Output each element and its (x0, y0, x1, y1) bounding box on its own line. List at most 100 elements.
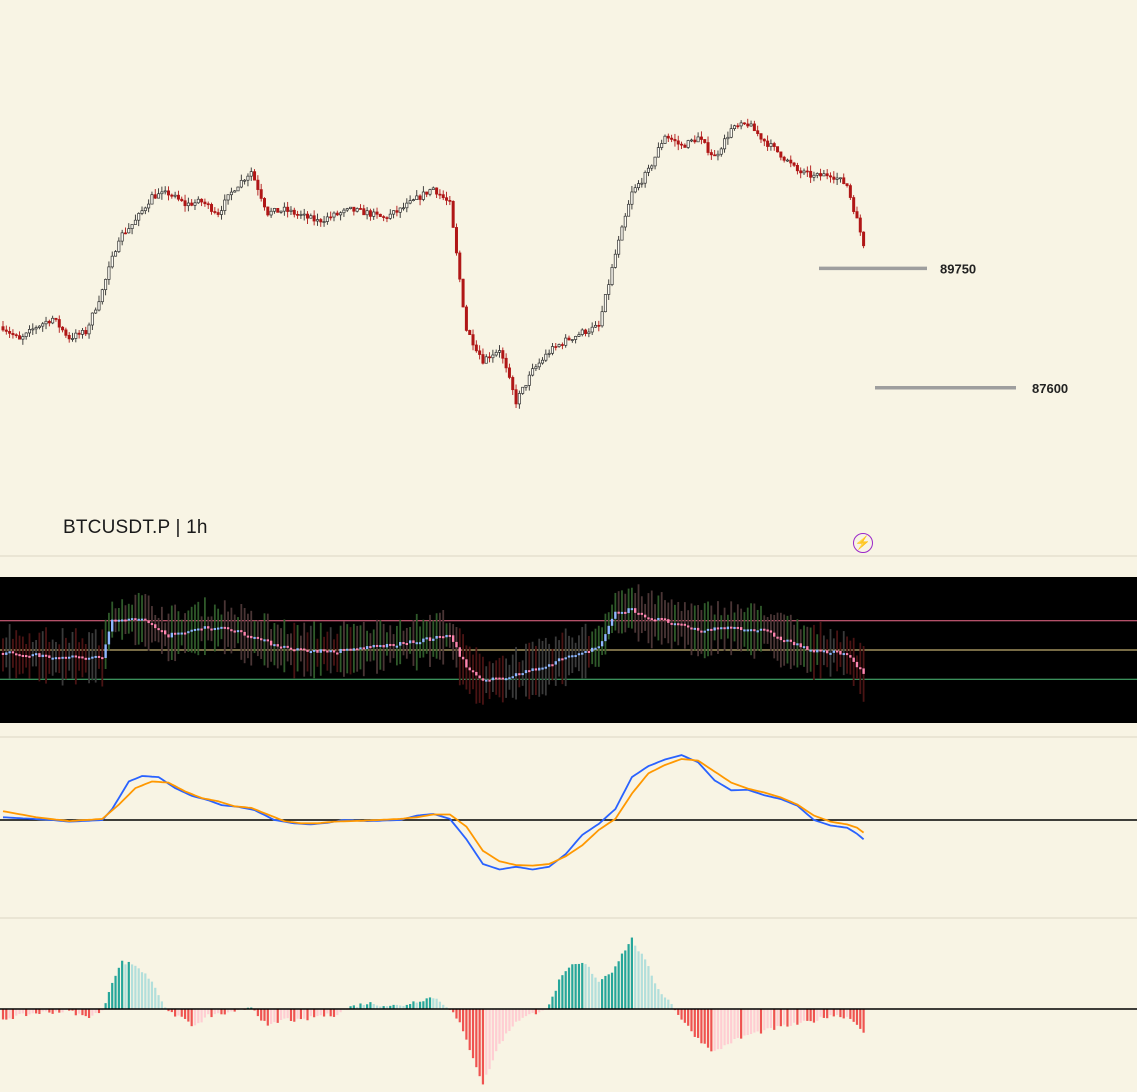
price-candle (706, 136, 710, 156)
candle-body (769, 143, 773, 147)
oscillator-candle (789, 639, 792, 642)
price-candle (723, 134, 727, 153)
price-candle (173, 191, 177, 199)
histogram-bar (624, 950, 627, 1009)
histogram-bar (87, 1009, 91, 1018)
candle-body (150, 194, 154, 205)
candle-body (226, 194, 230, 201)
histogram-bar (140, 972, 144, 1009)
price-candle (67, 332, 71, 343)
candle-body (805, 170, 809, 173)
histogram-bar (266, 1009, 269, 1026)
histogram-bar (213, 1009, 216, 1015)
candle-body (292, 209, 296, 215)
price-candle (143, 206, 147, 215)
oscillator-candle (594, 647, 597, 650)
histogram-bar (289, 1009, 293, 1021)
price-candle (130, 224, 134, 235)
oscillator-candle (395, 645, 399, 648)
histogram-bar (61, 1009, 64, 1013)
candle-body (451, 201, 455, 228)
oscillator-candle (233, 630, 236, 633)
candle-body (329, 216, 333, 219)
oscillator-candle (442, 636, 445, 639)
candle-body (471, 334, 475, 346)
histogram-bar (422, 1001, 425, 1009)
price-candle (167, 186, 171, 201)
oscillator-candle (190, 629, 193, 632)
price-candle (627, 200, 631, 217)
histogram-bar (296, 1009, 299, 1019)
price-candle (279, 210, 283, 214)
lightning-bolt-icon[interactable]: ⚡ (853, 533, 873, 553)
oscillator-candle (346, 648, 349, 651)
oscillator-candle (521, 673, 524, 676)
histogram-bar (405, 1004, 408, 1009)
histogram-bar (442, 1004, 445, 1009)
price-candle (666, 133, 670, 142)
oscillator-candle (273, 644, 276, 647)
histogram-bar (91, 1009, 94, 1016)
histogram-bar (84, 1009, 87, 1017)
histogram-bar (475, 1009, 478, 1068)
price-candle (739, 120, 743, 130)
candle-body (398, 207, 402, 213)
oscillator-candle (816, 649, 819, 653)
candle-body (167, 190, 171, 196)
candle-body (554, 346, 558, 348)
candle-body (550, 346, 554, 354)
price-candle (153, 189, 157, 199)
oscillator-candle (5, 652, 8, 655)
price-candle (703, 139, 707, 144)
oscillator-candle (402, 642, 405, 645)
oscillator-candle (471, 670, 475, 673)
price-candle (815, 172, 819, 179)
price-candle (223, 194, 227, 215)
price-candle (646, 164, 650, 177)
candle-body (759, 133, 763, 140)
oscillator-candle (84, 657, 87, 660)
candle-body (57, 319, 61, 328)
oscillator-candle (422, 638, 425, 643)
oscillator-candle (41, 654, 44, 658)
price-candle (517, 390, 521, 409)
candle-body (484, 356, 488, 364)
candle-body (478, 350, 482, 355)
histogram-bar (485, 1009, 488, 1075)
histogram-bar (819, 1009, 822, 1017)
candle-body (746, 123, 750, 127)
histogram-bar (551, 996, 554, 1009)
price-candle (742, 122, 746, 125)
price-candle (176, 190, 180, 202)
oscillator-candle (336, 652, 339, 655)
price-candle (471, 329, 475, 351)
price-candle (77, 330, 81, 339)
oscillator-candle (365, 646, 369, 650)
price-candle (660, 139, 664, 151)
histogram-bar (190, 1009, 193, 1027)
candle-body (723, 138, 727, 150)
candle-body (438, 193, 442, 196)
oscillator-candle (253, 636, 256, 639)
oscillator-candle (389, 643, 392, 646)
candle-body (445, 197, 449, 201)
price-candle (828, 172, 832, 183)
histogram-bar (134, 965, 137, 1009)
candle-body (246, 175, 250, 181)
price-candle (269, 207, 273, 218)
oscillator-candle (511, 676, 514, 679)
histogram-bar (571, 964, 574, 1009)
candle-body (557, 344, 561, 347)
oscillator-candle (534, 668, 538, 671)
histogram-bar (653, 983, 657, 1009)
candle-body (31, 328, 35, 331)
candle-body (832, 176, 836, 180)
oscillator-candle (220, 626, 223, 629)
candle-body (531, 368, 535, 376)
histogram-bar (183, 1009, 187, 1019)
histogram-bar (812, 1009, 816, 1023)
oscillator-candle (286, 645, 289, 648)
histogram-bar (518, 1009, 521, 1021)
